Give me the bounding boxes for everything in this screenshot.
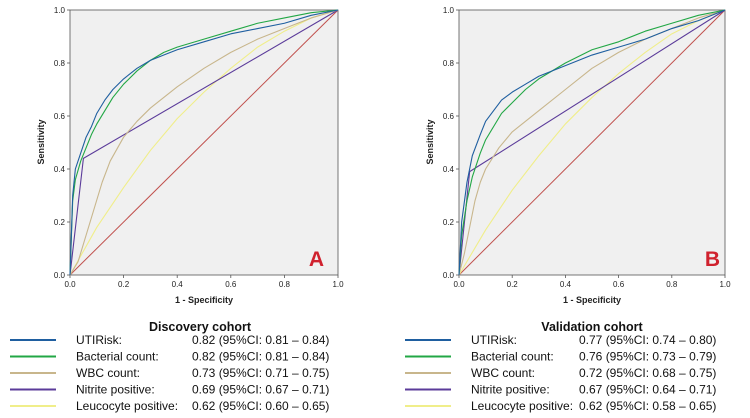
x-tick-label: 0.8 xyxy=(666,280,678,289)
roc-curve-utirisk xyxy=(69,9,339,276)
legend-auc: 0.62 (95%CI: 0.58 – 0.65) xyxy=(579,399,716,413)
legend-label: Leucocyte positive: xyxy=(471,399,573,413)
legend-auc: 0.72 (95%CI: 0.68 – 0.75) xyxy=(579,366,716,380)
y-tick-label: 0.4 xyxy=(54,165,66,174)
cohort-title: Discovery cohort xyxy=(149,320,252,334)
y-tick-label: 0.0 xyxy=(54,271,66,280)
y-tick-label: 0.8 xyxy=(54,59,66,68)
legend-item: Nitrite positive: 0.69 (95%CI: 0.67 – 0.7… xyxy=(10,383,329,397)
legend: UTIRisk: 0.82 (95%CI: 0.81 – 0.84)Bacteri… xyxy=(10,333,329,413)
x-tick-label: 0.0 xyxy=(64,280,76,289)
x-axis-title: 1 - Specificity xyxy=(563,295,621,305)
y-axis-title: Sensitivity xyxy=(36,119,46,164)
y-tick-label: 0.2 xyxy=(443,218,455,227)
roc-panel-discovery: 0.0 0.2 0.4 0.6 0.8 1.0 0.0 0.2 0.4 0.6 0.8 1.0 A 1… xyxy=(10,6,344,413)
x-tick-label: 0.8 xyxy=(279,280,291,289)
y-tick-label: 0.4 xyxy=(443,165,455,174)
x-tick-label: 1.0 xyxy=(719,280,731,289)
cohort-title: Validation cohort xyxy=(541,320,643,334)
legend-item: Bacterial count: 0.76 (95%CI: 0.73 – 0.79… xyxy=(405,350,716,364)
legend-item: WBC count: 0.73 (95%CI: 0.71 – 0.75) xyxy=(10,366,329,380)
legend-label: Bacterial count: xyxy=(76,350,159,364)
y-tick-label: 0.6 xyxy=(443,112,455,121)
legend-label: WBC count: xyxy=(471,366,535,380)
legend-auc: 0.62 (95%CI: 0.60 – 0.65) xyxy=(192,399,329,413)
legend-auc: 0.67 (95%CI: 0.64 – 0.71) xyxy=(579,383,716,397)
legend-item: Leucocyte positive: 0.62 (95%CI: 0.60 – 0… xyxy=(10,399,329,413)
y-tick-label: 1.0 xyxy=(54,6,66,15)
roc-curve-bacterial-count xyxy=(69,9,339,276)
x-tick-label: 0.2 xyxy=(507,280,519,289)
roc-curve-wbc-count xyxy=(69,9,339,276)
roc-curve-leucocyte-positive xyxy=(69,9,339,276)
reference-line xyxy=(458,9,726,276)
legend-auc: 0.82 (95%CI: 0.81 – 0.84) xyxy=(192,350,329,364)
legend-item: Nitrite positive: 0.67 (95%CI: 0.64 – 0.7… xyxy=(405,383,716,397)
legend-item: UTIRisk: 0.77 (95%CI: 0.74 – 0.80) xyxy=(405,333,716,347)
y-tick-label: 1.0 xyxy=(443,6,455,15)
panel-letter: A xyxy=(309,248,324,271)
legend-item: WBC count: 0.72 (95%CI: 0.68 – 0.75) xyxy=(405,366,716,380)
roc-curve-utirisk xyxy=(458,9,726,276)
legend-auc: 0.73 (95%CI: 0.71 – 0.75) xyxy=(192,366,329,380)
roc-curves xyxy=(69,9,339,276)
axis-ticks: 0.0 0.2 0.4 0.6 0.8 1.0 0.0 0.2 0.4 0.6 0.8 1.0 xyxy=(54,6,344,289)
legend-auc: 0.69 (95%CI: 0.67 – 0.71) xyxy=(192,383,329,397)
y-tick-label: 0.6 xyxy=(54,112,66,121)
legend-auc: 0.76 (95%CI: 0.73 – 0.79) xyxy=(579,350,716,364)
x-tick-label: 0.0 xyxy=(453,280,465,289)
panel-letter: B xyxy=(705,248,720,271)
y-tick-label: 0.8 xyxy=(443,59,455,68)
legend-item: UTIRisk: 0.82 (95%CI: 0.81 – 0.84) xyxy=(10,333,329,347)
axis-ticks: 0.0 0.2 0.4 0.6 0.8 1.0 0.0 0.2 0.4 0.6 0.8 1.0 xyxy=(443,6,731,289)
y-tick-label: 0.0 xyxy=(443,271,455,280)
legend: UTIRisk: 0.77 (95%CI: 0.74 – 0.80) Bacteri… xyxy=(405,333,716,413)
x-axis-title: 1 - Specificity xyxy=(175,295,233,305)
roc-panel-validation: 0.0 0.2 0.4 0.6 0.8 1.0 0.0 0.2 0.4 0.6 0.8 1.0 B 1… xyxy=(405,6,731,413)
legend-label: Nitrite positive: xyxy=(76,383,155,397)
legend-label: UTIRisk: xyxy=(471,333,517,347)
x-tick-label: 0.6 xyxy=(613,280,625,289)
reference-line xyxy=(69,9,339,276)
roc-curves xyxy=(458,9,726,276)
legend-auc: 0.82 (95%CI: 0.81 – 0.84) xyxy=(192,333,329,347)
legend-label: Leucocyte positive: xyxy=(76,399,178,413)
roc-curve-nitrite-positive xyxy=(69,9,339,276)
y-tick-label: 0.2 xyxy=(54,218,66,227)
y-axis-title: Sensitivity xyxy=(425,119,435,164)
x-tick-label: 0.4 xyxy=(560,280,572,289)
legend-item: Bacterial count: 0.82 (95%CI: 0.81 – 0.84… xyxy=(10,350,329,364)
x-tick-label: 0.6 xyxy=(225,280,237,289)
x-tick-label: 0.2 xyxy=(118,280,130,289)
roc-curve-leucocyte-positive xyxy=(458,9,726,276)
x-tick-label: 0.4 xyxy=(172,280,184,289)
legend-item: Leucocyte positive: 0.62 (95%CI: 0.58 – 0… xyxy=(405,399,716,413)
x-tick-label: 1.0 xyxy=(332,280,344,289)
legend-auc: 0.77 (95%CI: 0.74 – 0.80) xyxy=(579,333,716,347)
legend-label: Bacterial count: xyxy=(471,350,554,364)
roc-curve-bacterial-count xyxy=(458,9,726,276)
legend-label: Nitrite positive: xyxy=(471,383,550,397)
legend-label: WBC count: xyxy=(76,366,140,380)
legend-label: UTIRisk: xyxy=(76,333,122,347)
